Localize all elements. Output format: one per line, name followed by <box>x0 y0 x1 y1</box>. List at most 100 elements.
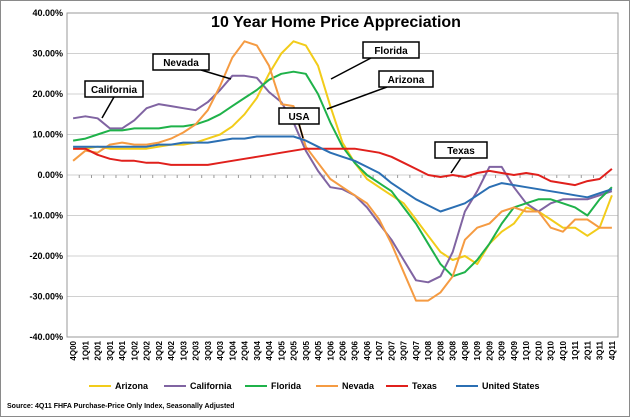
x-tick-label: 2Q04 <box>241 340 250 360</box>
y-tick-label: 10.00% <box>32 130 63 140</box>
x-tick-label: 2Q10 <box>534 340 543 360</box>
callout-texas: Texas <box>434 141 488 174</box>
callout-california: California <box>84 80 144 119</box>
legend-label: United States <box>482 381 540 391</box>
x-tick-label: 2Q01 <box>94 340 103 360</box>
callout-leader <box>330 57 372 80</box>
legend-entry-texas: Texas <box>386 381 437 391</box>
x-tick-label: 1Q02 <box>130 340 139 360</box>
callout-leader <box>450 157 462 174</box>
callout-box <box>278 107 320 125</box>
callout-leader <box>298 123 304 139</box>
callout-label: Florida <box>374 46 408 57</box>
x-tick-label: 3Q08 <box>449 340 458 360</box>
x-tick-label: 3Q10 <box>547 340 556 360</box>
y-tick-label: 30.00% <box>32 49 63 59</box>
x-tick-label: 4Q00 <box>69 340 78 360</box>
y-tick-label: -30.00% <box>29 292 63 302</box>
callout-leader <box>326 86 388 110</box>
x-tick-label: 1Q08 <box>424 340 433 360</box>
y-tick-label: 0.00% <box>37 170 63 180</box>
x-tick-label: 1Q04 <box>228 340 237 360</box>
series-line-united-states <box>73 135 613 213</box>
x-tick-label: 3Q06 <box>351 340 360 360</box>
legend-entry-nevada: Nevada <box>316 381 375 391</box>
x-tick-label: 4Q10 <box>559 340 568 360</box>
callout-nevada: Nevada <box>152 53 232 80</box>
x-tick-label: 2Q06 <box>339 340 348 360</box>
x-tick-label: 3Q07 <box>400 340 409 360</box>
y-axis-tick-labels: 40.00% 30.00% 20.00% 10.00% 0.00% -10.00% -20.… <box>29 8 63 342</box>
x-tick-label: 3Q03 <box>204 340 213 360</box>
legend-entry-arizona: Arizona <box>89 381 149 391</box>
callout-label: USA <box>288 112 309 123</box>
x-tick-label: 1Q01 <box>81 340 90 360</box>
y-tick-label: 40.00% <box>32 8 63 18</box>
x-tick-label: 1Q05 <box>277 340 286 360</box>
legend-label: Florida <box>271 381 302 391</box>
series-line-nevada <box>72 40 612 302</box>
y-tick-label: 20.00% <box>32 89 63 99</box>
legend-label: Arizona <box>115 381 149 391</box>
y-tick-label: -10.00% <box>29 211 63 221</box>
x-tick-label: 2Q03 <box>192 340 201 360</box>
legend-entry-california: California <box>164 381 233 391</box>
x-tick-label: 3Q05 <box>302 340 311 360</box>
callout-arizona: Arizona <box>326 70 434 110</box>
x-tick-label: 4Q07 <box>412 340 421 360</box>
x-tick-label: 1Q09 <box>473 340 482 360</box>
series-lines <box>72 40 613 302</box>
callout-box <box>84 80 144 98</box>
callout-label: Texas <box>447 146 475 157</box>
series-line-texas <box>73 147 613 187</box>
x-tick-label: 3Q04 <box>253 340 262 360</box>
x-tick-label: 4Q01 <box>118 340 127 360</box>
x-tick-label: 3Q01 <box>106 340 115 360</box>
x-tick-label: 2Q07 <box>387 340 396 360</box>
x-tick-label: 1Q07 <box>375 340 384 360</box>
source-note: Source: 4Q11 FHFA Purchase-Price Only In… <box>7 403 235 410</box>
x-tick-label: 4Q06 <box>363 340 372 360</box>
callout-label: California <box>91 85 138 96</box>
x-tick-label: 4Q04 <box>265 340 274 360</box>
x-tick-label: 1Q03 <box>179 340 188 360</box>
x-tick-label: 3Q09 <box>498 340 507 360</box>
x-tick-label: 4Q08 <box>461 340 470 360</box>
x-tick-label: 2Q08 <box>436 340 445 360</box>
x-tick-label: 2Q11 <box>583 340 592 360</box>
series-line-florida <box>72 70 613 278</box>
y-tick-label: -40.00% <box>29 332 63 342</box>
series-line-california <box>72 74 613 284</box>
chart-title: 10 Year Home Price Appreciation <box>211 14 461 31</box>
x-tick-label: 2Q05 <box>290 340 299 360</box>
x-tick-label: 2Q09 <box>485 340 494 360</box>
callout-leader <box>200 69 232 80</box>
legend-label: California <box>190 381 233 391</box>
callout-label: Arizona <box>388 75 425 86</box>
callout-usa: USA <box>278 107 320 139</box>
legend-label: Nevada <box>342 381 375 391</box>
x-axis-tick-labels: 4Q00 1Q01 2Q01 3Q01 4Q01 1Q02 2Q02 3Q02 4Q02 1Q03… <box>69 340 617 360</box>
series-line-arizona <box>73 40 613 266</box>
callout-box <box>434 141 488 159</box>
legend-entry-florida: Florida <box>245 381 302 391</box>
x-tick-label: 1Q06 <box>326 340 335 360</box>
legend-entry-united-states: United States <box>456 381 540 391</box>
callout-leader <box>101 96 115 119</box>
callout-box <box>362 41 420 59</box>
legend: Arizona California Florida Nevada Texas Unite… <box>89 381 540 391</box>
annotations: Nevada Florida California Arizona USA Texas <box>84 41 488 174</box>
x-tick-label: 1Q11 <box>571 340 580 360</box>
callout-florida: Florida <box>330 41 420 80</box>
x-tick-label: 4Q05 <box>314 340 323 360</box>
y-tick-label: -20.00% <box>29 251 63 261</box>
x-tick-label: 4Q09 <box>510 340 519 360</box>
x-tick-label: 4Q11 <box>608 340 617 360</box>
x-tick-label: 4Q03 <box>216 340 225 360</box>
x-tick-label: 2Q02 <box>143 340 152 360</box>
x-tick-label: 4Q02 <box>167 340 176 360</box>
callout-label: Nevada <box>163 58 199 69</box>
callout-box <box>152 53 210 71</box>
